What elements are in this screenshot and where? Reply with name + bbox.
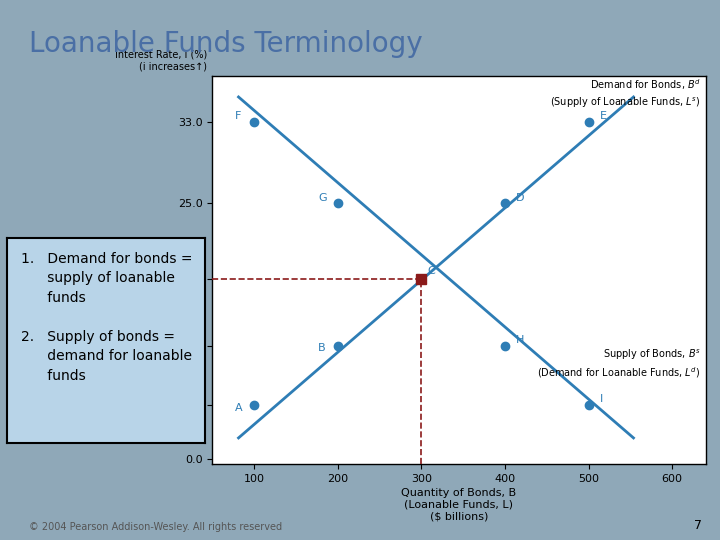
Text: B: B — [318, 343, 326, 353]
Text: E: E — [600, 111, 607, 121]
Text: $i^*$ = 17.6: $i^*$ = 17.6 — [159, 272, 207, 286]
Text: Supply of Bonds, $B^s$
(Demand for Loanable Funds, $L^d$): Supply of Bonds, $B^s$ (Demand for Loana… — [537, 348, 701, 380]
Text: 7: 7 — [694, 519, 702, 532]
Text: A: A — [235, 403, 243, 413]
Text: G: G — [318, 193, 327, 202]
Text: Loanable Funds Terminology: Loanable Funds Terminology — [29, 30, 423, 58]
Text: I: I — [600, 394, 603, 404]
Text: 1.   Demand for bonds =
      supply of loanable
      funds

2.   Supply of bon: 1. Demand for bonds = supply of loanable… — [21, 252, 192, 383]
Text: C: C — [427, 266, 435, 275]
Text: © 2004 Pearson Addison-Wesley. All rights reserved: © 2004 Pearson Addison-Wesley. All right… — [29, 522, 282, 532]
Text: F: F — [235, 111, 241, 121]
X-axis label: Quantity of Bonds, B
(Loanable Funds, L)
($ billions): Quantity of Bonds, B (Loanable Funds, L)… — [402, 488, 516, 522]
Text: H: H — [516, 335, 524, 345]
Text: Demand for Bonds, $B^d$
(Supply of Loanable Funds, $L^s$): Demand for Bonds, $B^d$ (Supply of Loana… — [550, 78, 701, 110]
Text: D: D — [516, 193, 525, 202]
Text: Interest Rate, i (%)
(i increases↑): Interest Rate, i (%) (i increases↑) — [115, 49, 207, 72]
